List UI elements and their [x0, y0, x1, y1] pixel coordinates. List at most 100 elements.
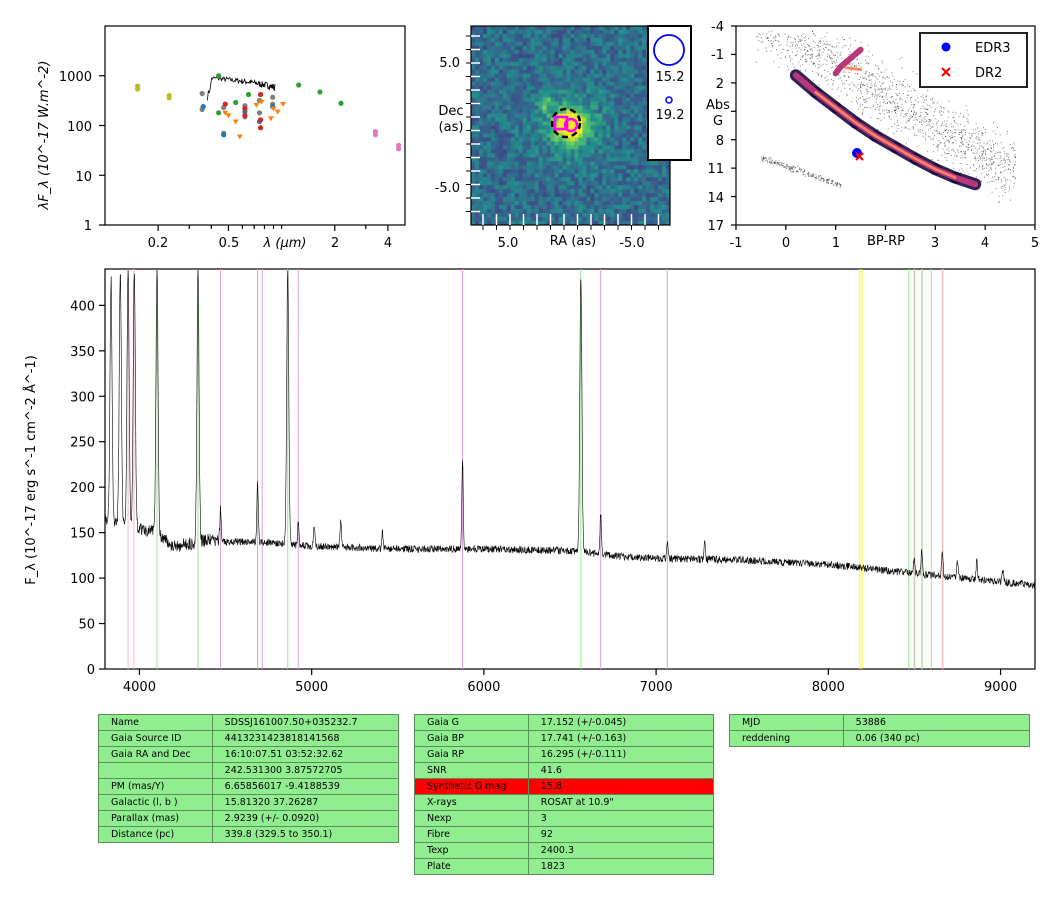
image-pixel [490, 69, 496, 75]
hr-star [903, 116, 905, 118]
image-pixel [582, 213, 587, 218]
image-pixel [598, 101, 603, 106]
image-pixel [510, 217, 516, 222]
image-pixel [550, 185, 555, 190]
image-pixel [554, 81, 559, 86]
image-pixel [626, 133, 631, 138]
hr-star [964, 125, 966, 127]
hr-star [757, 35, 759, 37]
hr-star [932, 132, 934, 134]
hr-star [902, 110, 904, 112]
hr-star [905, 127, 907, 129]
hr-star [801, 169, 802, 171]
sed-point [242, 112, 248, 118]
image-pixel [574, 49, 579, 55]
image-pixel [634, 145, 639, 150]
image-pixel [474, 41, 480, 47]
hr-star [824, 77, 826, 79]
hr-star [813, 63, 815, 65]
image-pixel [634, 209, 639, 214]
image-pixel [614, 205, 619, 210]
image-pixel [538, 105, 543, 110]
image-pixel [638, 85, 643, 90]
image-pixel [606, 89, 611, 94]
hr-star [791, 165, 793, 167]
image-pixel [634, 85, 639, 90]
hr-star [896, 119, 898, 121]
image-pixel [574, 97, 579, 102]
image-pixel [471, 177, 476, 182]
hr-star [979, 158, 981, 160]
hr-star [981, 153, 983, 155]
image-pixel [630, 133, 635, 138]
hr-star [963, 144, 965, 146]
image-pixel [546, 141, 551, 146]
hr-star [756, 61, 757, 63]
image-pixel [602, 105, 607, 110]
hr-star [894, 102, 895, 104]
hr-star [910, 114, 912, 116]
image-pixel [558, 149, 563, 154]
image-pixel [478, 173, 484, 178]
image-pixel [522, 201, 528, 206]
hr-star [875, 89, 877, 91]
image-pixel [498, 69, 504, 75]
hr-star [896, 88, 898, 90]
image-pixel [522, 129, 528, 134]
image-pixel [546, 93, 551, 98]
image-pixel [586, 105, 591, 110]
image-pixel [654, 181, 659, 186]
hr-star [914, 114, 916, 116]
image-pixel [542, 121, 547, 126]
image-pixel [626, 129, 631, 134]
image-pixel [510, 97, 516, 102]
hr-star [914, 90, 916, 91]
image-pixel [474, 161, 480, 166]
image-pixel [514, 153, 520, 158]
image-pixel [586, 173, 591, 178]
image-pixel [622, 113, 627, 118]
image-pixel [542, 157, 547, 162]
hr-star [976, 152, 978, 154]
image-pixel [622, 93, 627, 98]
image-pixel [482, 145, 488, 150]
table-value: 15.81320 37.26287 [211, 794, 400, 811]
hr-star [923, 121, 925, 123]
image-pixel [526, 65, 531, 71]
hr-star [868, 56, 870, 58]
image-pixel [578, 69, 583, 75]
image-pixel [634, 153, 639, 158]
hr-star [774, 163, 775, 165]
image-pixel [562, 73, 567, 79]
hr-star [1001, 187, 1003, 189]
hr-star [854, 113, 856, 115]
image-pixel [534, 133, 539, 138]
hr-star [930, 106, 932, 108]
image-pixel [471, 185, 476, 190]
hr-star [836, 184, 838, 186]
image-pixel [622, 145, 627, 150]
image-pixel [550, 101, 555, 106]
image-pixel [654, 197, 659, 202]
image-pixel [594, 33, 599, 39]
hr-star [860, 41, 862, 43]
sed-point [257, 117, 264, 123]
hr-star [945, 123, 947, 125]
image-pixel [474, 193, 480, 198]
hr-star [781, 162, 783, 164]
image-pixel [502, 97, 508, 102]
image-pixel [550, 85, 555, 90]
image-pixel [602, 141, 607, 146]
hr-star [838, 42, 840, 44]
hr-star [995, 188, 997, 190]
image-pixel [610, 201, 615, 206]
hr-star [946, 149, 948, 151]
hr-star [815, 56, 817, 57]
hr-star [810, 53, 812, 55]
image-pixel [522, 117, 528, 122]
image-pixel [490, 161, 496, 166]
image-pixel [490, 133, 496, 138]
image-pixel [518, 97, 524, 102]
image-pixel [570, 149, 575, 154]
image-pixel [486, 193, 492, 198]
